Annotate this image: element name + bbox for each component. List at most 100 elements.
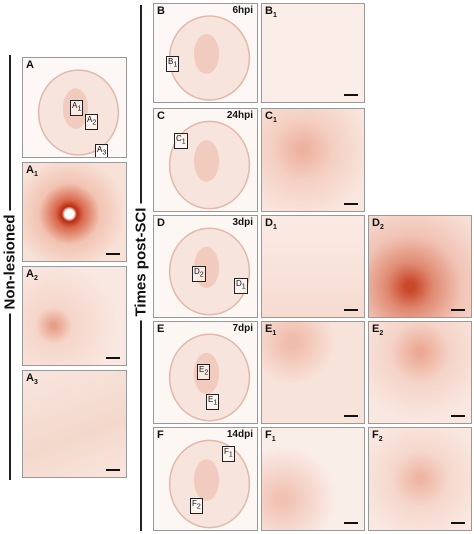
panel-label: A1: [26, 164, 38, 178]
label-letter: B: [265, 5, 273, 17]
label-subscript: 2: [92, 119, 97, 127]
inset-box: F2: [190, 498, 203, 514]
label-subscript: 2: [379, 224, 384, 232]
micrograph-panel: E2 E1 E 7dpi: [153, 321, 258, 424]
label-subscript: 2: [199, 271, 204, 279]
micrograph-panel: B1 B 6hpi: [153, 3, 258, 103]
micrograph-panel: D2: [368, 215, 472, 318]
micrograph-panel: F2: [368, 427, 472, 531]
label-subscript: 1: [77, 105, 82, 113]
panel-label: E: [157, 323, 164, 335]
micrograph-panel: D2 D1 D 3dpi: [153, 215, 258, 318]
scale-bar: [344, 415, 358, 417]
panel-label: B1: [265, 5, 277, 19]
label-subscript: 2: [378, 436, 383, 444]
tissue-section: [168, 120, 251, 210]
micrograph-panel: A1 A2 A3 A: [22, 57, 127, 158]
micrograph-panel: C1: [261, 108, 365, 212]
label-subscript: 3: [33, 379, 38, 387]
label-subscript: 1: [228, 451, 233, 459]
label-letter: B: [157, 5, 165, 17]
panel-label: F1: [265, 429, 276, 443]
label-letter: E: [199, 365, 205, 374]
inset-box: A1: [70, 100, 84, 116]
micrograph-panel: C1 C 24hpi: [153, 108, 258, 212]
label-letter: A: [26, 59, 34, 71]
label-subscript: 2: [379, 330, 384, 338]
scale-bar: [451, 309, 465, 311]
label-subscript: 3: [102, 149, 107, 157]
time-label: 3dpi: [232, 217, 253, 228]
label-letter: A: [26, 268, 34, 280]
label-subscript: 2: [33, 275, 38, 283]
label-letter: F: [372, 429, 379, 441]
label-letter: D: [157, 217, 165, 229]
micrograph-panel: A3: [22, 370, 127, 478]
panel-label: F2: [372, 429, 383, 443]
tissue-section: [168, 439, 251, 529]
panel-label: C1: [265, 110, 277, 124]
panel-label: A3: [26, 372, 38, 386]
scale-bar: [344, 522, 358, 524]
label-letter: A: [26, 164, 34, 176]
scale-bar: [344, 94, 358, 96]
inset-box: A3: [95, 144, 109, 157]
tissue-section: [168, 227, 251, 316]
panel-label: D2: [372, 217, 384, 231]
micrograph-panel: E2: [368, 321, 472, 424]
label-subscript: 2: [196, 503, 201, 511]
micrograph-panel: B1: [261, 3, 365, 103]
panel-label: D: [157, 217, 165, 229]
inset-box: A2: [85, 114, 99, 130]
panel-label: A: [26, 59, 34, 71]
group-label: Non-lesioned: [1, 210, 19, 314]
scale-bar: [451, 415, 465, 417]
time-label: 24hpi: [226, 110, 253, 121]
label-letter: E: [265, 323, 273, 335]
label-subscript: 1: [213, 399, 218, 407]
scale-bar: [451, 522, 465, 524]
time-label: 6hpi: [232, 5, 253, 16]
label-letter: D: [194, 267, 200, 276]
panel-label: D1: [265, 217, 277, 231]
inset-box: C1: [174, 133, 188, 149]
label-letter: A: [26, 372, 34, 384]
time-label: 14dpi: [226, 429, 253, 440]
label-letter: C: [157, 110, 165, 122]
label-subscript: 1: [272, 330, 277, 338]
label-letter: A: [87, 115, 93, 124]
label-subscript: 1: [272, 224, 277, 232]
label-letter: E: [372, 323, 380, 335]
label-letter: F: [192, 499, 197, 508]
scale-bar: [106, 357, 120, 359]
label-subscript: 1: [181, 138, 186, 146]
micrograph-panel: F1 F2 F 14dpi: [153, 427, 258, 531]
scale-bar: [106, 469, 120, 471]
panel-label: A2: [26, 268, 38, 282]
panel-label: C: [157, 110, 165, 122]
inset-box: E1: [206, 394, 220, 410]
label-subscript: 1: [272, 12, 277, 20]
label-subscript: 1: [241, 283, 246, 291]
inset-box: E2: [197, 364, 211, 380]
inset-box: F1: [222, 446, 235, 462]
micrograph-panel: A1: [22, 162, 127, 262]
micrograph-panel: E1: [261, 321, 365, 424]
inset-box: B1: [166, 56, 180, 72]
label-letter: D: [265, 217, 273, 229]
label-letter: A: [97, 145, 103, 154]
tissue-section: [168, 15, 251, 101]
label-letter: F: [265, 429, 272, 441]
panel-label: B: [157, 5, 165, 17]
label-subscript: 1: [33, 171, 38, 179]
time-label: 7dpi: [232, 323, 253, 334]
label-subscript: 1: [173, 61, 178, 69]
label-letter: C: [176, 134, 182, 143]
group-label: Times post-SCI: [132, 203, 150, 321]
label-subscript: 2: [204, 369, 209, 377]
label-letter: D: [236, 279, 242, 288]
scale-bar: [344, 309, 358, 311]
micrograph-panel: D1: [261, 215, 365, 318]
inset-box: D1: [234, 278, 248, 294]
